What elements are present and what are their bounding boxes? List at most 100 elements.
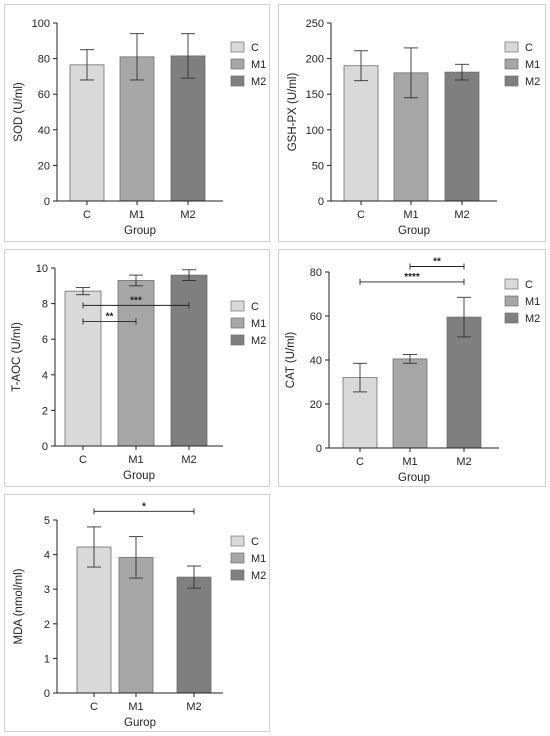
bar-m1 xyxy=(392,358,428,449)
x-tick-label: M1 xyxy=(129,209,144,221)
x-axis-label: Group xyxy=(123,470,155,482)
mda-chart: 0 1 2 3 4 5 C M1 M2 Gurop MDA (nmol/ml) * C M1 M2 xyxy=(13,501,266,729)
legend-label-m2: M2 xyxy=(525,76,540,88)
y-tick-label: 4 xyxy=(42,370,48,382)
error-bar-m2 xyxy=(457,296,471,338)
y-axis-label: SOD (U/ml) xyxy=(13,82,25,142)
x-tick-label: M2 xyxy=(186,701,201,713)
legend-swatch-c xyxy=(504,41,519,53)
y-tick-label: 6 xyxy=(42,334,48,346)
significance-bracket xyxy=(409,263,465,270)
y-tick-label: 40 xyxy=(38,125,50,137)
x-axis-label: Group xyxy=(398,225,430,237)
legend-swatch-m1 xyxy=(230,552,245,564)
y-tick-label: 0 xyxy=(44,688,50,700)
error-bar-c xyxy=(353,362,367,393)
bar-m2 xyxy=(170,55,206,202)
bar-c xyxy=(76,546,112,694)
x-axis-label: Group xyxy=(124,225,156,237)
y-tick-label: 100 xyxy=(32,18,50,30)
x-tick-label: M1 xyxy=(128,454,143,466)
y-axis-label: MDA (nmol/ml) xyxy=(13,568,25,644)
y-tick-label: 4 xyxy=(44,550,50,562)
legend-label-m1: M1 xyxy=(525,296,540,308)
bar-c xyxy=(343,65,379,202)
error-bar-m2 xyxy=(187,565,201,589)
x-tick-label: C xyxy=(79,454,87,466)
legend-label-c: C xyxy=(251,301,259,313)
y-axis-label: CAT (U/ml) xyxy=(285,332,297,389)
legend-swatch-c xyxy=(230,300,245,312)
y-tick-label: 2 xyxy=(44,619,50,631)
bar-c xyxy=(69,64,105,202)
significance-label: *** xyxy=(130,295,142,306)
legend-label-m1: M1 xyxy=(251,553,266,565)
legend-swatch-m2 xyxy=(230,334,245,346)
x-axis-label: Group xyxy=(398,472,430,484)
y-tick-label: 0 xyxy=(316,443,322,455)
y-tick-label: 150 xyxy=(306,89,324,101)
y-tick-label: 20 xyxy=(38,160,50,172)
legend-label-m2: M2 xyxy=(525,313,540,325)
error-bar-c xyxy=(80,49,94,81)
legend-swatch-c xyxy=(230,41,245,53)
mda-panel: 0 1 2 3 4 5 C M1 M2 Gurop MDA (nmol/ml) * C M1 M2 xyxy=(4,494,270,732)
bar-m1 xyxy=(119,56,155,202)
bar-m2 xyxy=(176,576,212,694)
cat-panel: 0 20 40 60 80 C M1 M2 Group CAT (U/ml) ** **** C M1 M2 xyxy=(278,249,546,487)
x-tick-label: M1 xyxy=(403,209,418,221)
significance-bracket xyxy=(93,508,195,515)
y-tick-label: 0 xyxy=(318,196,324,208)
x-tick-label: M1 xyxy=(128,701,143,713)
y-tick-label: 250 xyxy=(306,18,324,30)
bar-m2 xyxy=(170,274,208,447)
legend-label-m2: M2 xyxy=(251,570,266,582)
legend-label-m1: M1 xyxy=(525,59,540,71)
x-tick-label: M2 xyxy=(454,209,469,221)
x-tick-label: M1 xyxy=(402,456,417,468)
legend-swatch-m1 xyxy=(504,58,519,70)
y-tick-label: 20 xyxy=(310,399,322,411)
legend-swatch-m2 xyxy=(230,569,245,581)
legend-label-m2: M2 xyxy=(251,335,266,347)
y-tick-label: 80 xyxy=(310,267,322,279)
y-tick-label: 5 xyxy=(44,515,50,527)
y-tick-label: 8 xyxy=(42,299,48,311)
error-bar-m2 xyxy=(181,33,195,79)
x-tick-label: M2 xyxy=(180,209,195,221)
y-tick-label: 0 xyxy=(44,196,50,208)
legend-label-m2: M2 xyxy=(251,76,266,88)
legend-swatch-m2 xyxy=(504,75,519,87)
y-tick-label: 100 xyxy=(306,125,324,137)
sod-panel: 0 20 40 60 80 100 C M1 M2 Group SOD (U/ml) C M1 M2 xyxy=(4,4,270,242)
legend-swatch-m1 xyxy=(504,295,519,307)
error-bar-m1 xyxy=(404,47,418,99)
y-tick-label: 10 xyxy=(36,263,48,275)
y-tick-label: 2 xyxy=(42,405,48,417)
y-tick-label: 1 xyxy=(44,653,50,665)
x-tick-label: C xyxy=(357,209,365,221)
legend-swatch-c xyxy=(230,535,245,547)
legend-label-c: C xyxy=(525,279,533,291)
y-tick-label: 40 xyxy=(310,355,322,367)
y-tick-label: 3 xyxy=(44,584,50,596)
bar-m2 xyxy=(444,71,480,202)
sod-chart: 0 20 40 60 80 100 C M1 M2 Group SOD (U/ml) C M1 M2 xyxy=(13,18,266,237)
bar-m1 xyxy=(118,556,154,694)
x-tick-label: M2 xyxy=(456,456,471,468)
legend-swatch-c xyxy=(504,278,519,290)
y-tick-label: 60 xyxy=(38,89,50,101)
t-aoc-panel: 0 2 4 6 8 10 C M1 M2 Group T-AOC (U/ml) *** ** C M1 M2 xyxy=(4,249,270,487)
significance-label: ** xyxy=(106,311,114,322)
y-tick-label: 80 xyxy=(38,54,50,66)
y-axis-label: T-AOC (U/ml) xyxy=(11,322,23,392)
x-tick-label: M2 xyxy=(181,454,196,466)
error-bar-m1 xyxy=(130,33,144,81)
error-bar-m1 xyxy=(129,274,143,287)
bar-c xyxy=(64,290,102,447)
gsh-px-panel: 0 50 100 150 200 250 C M1 M2 Group GSH-PX (U/ml) C M… xyxy=(278,4,546,242)
error-bar-c xyxy=(76,287,90,296)
y-tick-label: 60 xyxy=(310,311,322,323)
